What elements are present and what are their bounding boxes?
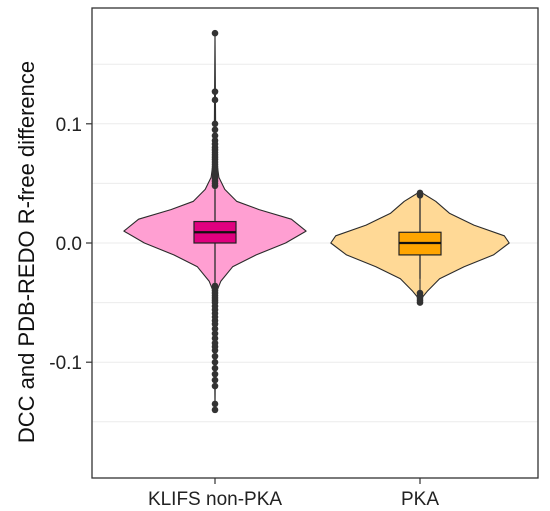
axis-layer: -0.1 0.0 0.1 KLIFS non-PKA PKA bbox=[49, 115, 439, 510]
y-axis-title: DCC and PDB-REDO R-free difference bbox=[14, 61, 39, 443]
y-tick-label: -0.1 bbox=[49, 353, 82, 374]
violin-layer bbox=[123, 29, 510, 414]
x-tick-label: PKA bbox=[401, 489, 439, 510]
violin-group bbox=[330, 189, 510, 306]
y-tick-label: 0.1 bbox=[56, 115, 82, 136]
violin-group bbox=[123, 29, 307, 414]
x-tick-label: KLIFS non-PKA bbox=[148, 489, 282, 510]
y-tick-label: 0.0 bbox=[56, 234, 82, 255]
